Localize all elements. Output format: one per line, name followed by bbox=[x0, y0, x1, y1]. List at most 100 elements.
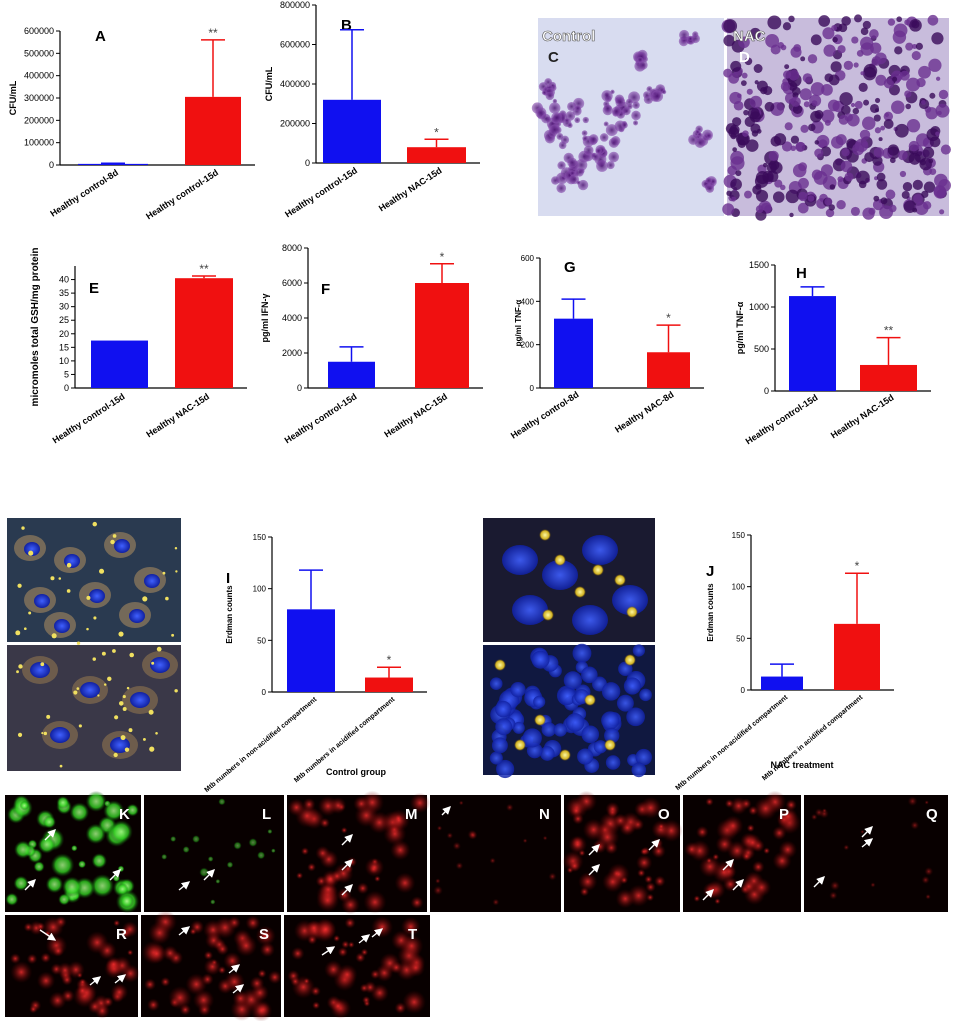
bacterium-cluster bbox=[624, 654, 636, 666]
stained-cell bbox=[875, 74, 887, 86]
stained-cell bbox=[621, 122, 628, 129]
red-signal bbox=[726, 840, 748, 861]
stained-cell bbox=[774, 179, 783, 188]
stained-cell bbox=[740, 80, 747, 86]
stained-cell bbox=[784, 122, 793, 131]
red-signal bbox=[362, 995, 371, 1005]
red-signal bbox=[363, 890, 387, 914]
bacterium-cluster bbox=[514, 739, 526, 751]
stained-cell bbox=[927, 14, 939, 26]
stained-cell bbox=[844, 172, 854, 182]
cell-nucleus bbox=[495, 718, 513, 736]
stained-cell bbox=[773, 133, 787, 146]
red-signal bbox=[223, 951, 242, 970]
red-signal bbox=[695, 825, 709, 839]
y-tick-label: 8000 bbox=[282, 243, 302, 253]
stained-cell bbox=[770, 44, 781, 55]
bacterium-dot bbox=[112, 534, 117, 538]
panel-label-o: O bbox=[658, 806, 670, 823]
fluorescence-panel-q: Q bbox=[804, 795, 948, 912]
bacterium-dot bbox=[114, 715, 119, 720]
green-signal bbox=[226, 861, 234, 869]
bar bbox=[860, 364, 917, 391]
bar bbox=[834, 623, 880, 690]
stained-cell bbox=[876, 179, 888, 190]
stained-cell bbox=[844, 113, 853, 122]
stained-cell bbox=[901, 190, 910, 199]
chart-g: 0 200 400 600 pg/ml TNF-α G Healthy control-8d… bbox=[509, 254, 704, 441]
panel-label-n: N bbox=[539, 806, 550, 823]
category-label: Healthy NAC-15d bbox=[829, 392, 896, 440]
stained-cell bbox=[643, 91, 651, 99]
bacterium-dot bbox=[16, 670, 19, 674]
stained-cell bbox=[622, 106, 631, 116]
bacterium-dot bbox=[120, 735, 126, 741]
stained-cell bbox=[860, 71, 865, 76]
bacterium-dot bbox=[76, 641, 81, 645]
red-signal bbox=[317, 795, 339, 817]
bacterium-dot bbox=[23, 627, 27, 631]
stained-cell bbox=[908, 152, 921, 165]
cell-nucleus bbox=[612, 585, 648, 615]
stained-cell bbox=[766, 162, 778, 173]
stained-cell bbox=[850, 102, 856, 108]
red-signal bbox=[235, 934, 257, 957]
stained-cell bbox=[798, 191, 808, 202]
red-signal bbox=[213, 916, 237, 939]
stained-cell bbox=[906, 77, 920, 92]
red-signal bbox=[333, 934, 341, 942]
stained-cell bbox=[723, 19, 738, 33]
stained-cell bbox=[706, 132, 712, 139]
arrow-marker bbox=[813, 876, 825, 888]
green-signal bbox=[91, 853, 108, 869]
panel-label-h: H bbox=[796, 265, 807, 282]
red-signal bbox=[613, 813, 628, 829]
stained-cell bbox=[738, 36, 750, 49]
stained-cell bbox=[603, 121, 609, 127]
stained-cell bbox=[768, 150, 779, 162]
cell-nucleus bbox=[565, 713, 585, 732]
y-tick-label: 40 bbox=[59, 275, 69, 285]
panel-label-t: T bbox=[408, 926, 417, 943]
stained-cell bbox=[883, 111, 894, 122]
bacterium-dot bbox=[101, 651, 106, 656]
red-signal bbox=[162, 945, 178, 961]
bacterium-dot bbox=[149, 746, 155, 752]
stained-cell bbox=[935, 103, 950, 118]
green-signal bbox=[33, 861, 45, 873]
cell-nucleus bbox=[605, 755, 621, 770]
arrow-marker bbox=[702, 889, 714, 901]
stained-cell bbox=[862, 207, 875, 220]
red-signal bbox=[830, 880, 840, 891]
stained-cell bbox=[821, 109, 835, 123]
stained-cell bbox=[744, 190, 752, 199]
stained-cell bbox=[793, 44, 802, 52]
stained-cell bbox=[916, 133, 930, 147]
red-signal bbox=[772, 851, 792, 871]
category-label: Healthy NAC-8d bbox=[613, 389, 675, 434]
stained-cell bbox=[633, 120, 639, 126]
bacterium-dot bbox=[40, 662, 45, 667]
stained-cell bbox=[792, 104, 803, 115]
red-signal bbox=[224, 971, 245, 993]
bacterium-dot bbox=[124, 747, 130, 752]
bacterium-dot bbox=[59, 764, 63, 768]
red-signal bbox=[654, 875, 666, 887]
red-signal bbox=[307, 934, 318, 945]
bacterium-dot bbox=[110, 539, 115, 545]
red-signal bbox=[578, 871, 598, 892]
red-signal bbox=[548, 872, 557, 881]
fluorescence-panel-o: O bbox=[562, 790, 683, 912]
stained-cell bbox=[552, 98, 558, 104]
green-signal bbox=[192, 835, 201, 844]
red-signal bbox=[843, 844, 850, 851]
y-axis-label: pg/ml IFN-γ bbox=[260, 294, 270, 343]
category-label: Healthy control-8d bbox=[509, 389, 581, 440]
y-tick-label: 0 bbox=[764, 386, 769, 396]
stained-cell bbox=[854, 100, 863, 109]
stained-cell bbox=[841, 105, 851, 115]
arrow-marker bbox=[861, 826, 873, 838]
stained-cell bbox=[730, 178, 742, 191]
red-signal bbox=[10, 961, 33, 984]
red-signal bbox=[435, 878, 441, 884]
